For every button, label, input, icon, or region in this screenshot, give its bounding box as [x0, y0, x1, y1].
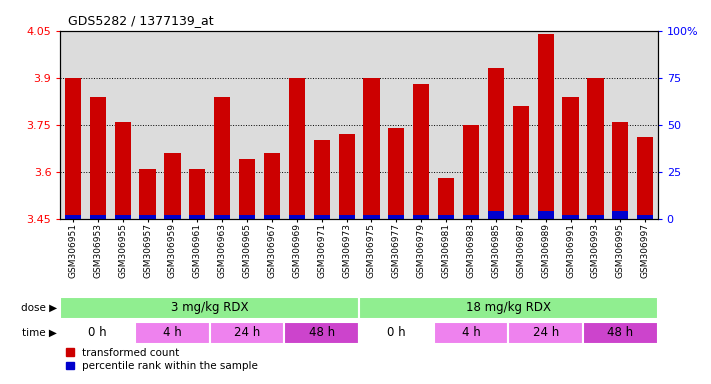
Bar	[90, 96, 106, 219]
Bar	[438, 215, 454, 219]
Bar	[359, 322, 434, 344]
Bar	[314, 215, 330, 219]
Text: 24 h: 24 h	[533, 326, 559, 339]
Text: time ▶: time ▶	[22, 328, 57, 338]
Bar	[513, 215, 529, 219]
Bar	[637, 137, 653, 219]
Legend: transformed count, percentile rank within the sample: transformed count, percentile rank withi…	[65, 348, 258, 371]
Bar	[363, 215, 380, 219]
Bar	[463, 125, 479, 219]
Text: 18 mg/kg RDX: 18 mg/kg RDX	[466, 301, 551, 314]
Bar	[612, 122, 629, 219]
Bar	[363, 78, 380, 219]
Text: 4 h: 4 h	[461, 326, 481, 339]
Bar	[164, 153, 181, 219]
Bar	[488, 211, 504, 219]
Bar	[284, 322, 359, 344]
Bar	[508, 322, 583, 344]
Bar	[289, 78, 305, 219]
Bar	[65, 78, 81, 219]
Bar	[413, 215, 429, 219]
Text: 3 mg/kg RDX: 3 mg/kg RDX	[171, 301, 249, 314]
Bar	[139, 215, 156, 219]
Text: 24 h: 24 h	[234, 326, 260, 339]
Bar	[338, 134, 355, 219]
Bar	[135, 322, 210, 344]
Bar	[264, 153, 280, 219]
Bar	[60, 297, 359, 319]
Bar	[488, 68, 504, 219]
Bar	[587, 78, 604, 219]
Bar	[434, 322, 508, 344]
Text: 48 h: 48 h	[309, 326, 335, 339]
Bar	[388, 215, 405, 219]
Bar	[463, 215, 479, 219]
Text: dose ▶: dose ▶	[21, 303, 57, 313]
Bar	[189, 215, 205, 219]
Bar	[65, 215, 81, 219]
Bar	[538, 211, 554, 219]
Bar	[214, 215, 230, 219]
Bar	[210, 322, 284, 344]
Bar	[164, 215, 181, 219]
Bar	[513, 106, 529, 219]
Bar	[538, 34, 554, 219]
Bar	[562, 215, 579, 219]
Bar	[60, 322, 135, 344]
Bar	[438, 178, 454, 219]
Bar	[239, 159, 255, 219]
Bar	[90, 215, 106, 219]
Bar	[583, 322, 658, 344]
Bar	[139, 169, 156, 219]
Bar	[413, 84, 429, 219]
Bar	[338, 215, 355, 219]
Text: 4 h: 4 h	[163, 326, 182, 339]
Bar	[314, 141, 330, 219]
Bar	[214, 96, 230, 219]
Bar	[239, 215, 255, 219]
Bar	[388, 128, 405, 219]
Bar	[612, 211, 629, 219]
Text: GDS5282 / 1377139_at: GDS5282 / 1377139_at	[68, 14, 213, 27]
Bar	[637, 215, 653, 219]
Bar	[587, 215, 604, 219]
Text: 0 h: 0 h	[387, 326, 406, 339]
Text: 0 h: 0 h	[88, 326, 107, 339]
Bar	[359, 297, 658, 319]
Bar	[114, 215, 131, 219]
Bar	[189, 169, 205, 219]
Text: 48 h: 48 h	[607, 326, 634, 339]
Bar	[114, 122, 131, 219]
Bar	[289, 215, 305, 219]
Bar	[562, 96, 579, 219]
Bar	[264, 215, 280, 219]
